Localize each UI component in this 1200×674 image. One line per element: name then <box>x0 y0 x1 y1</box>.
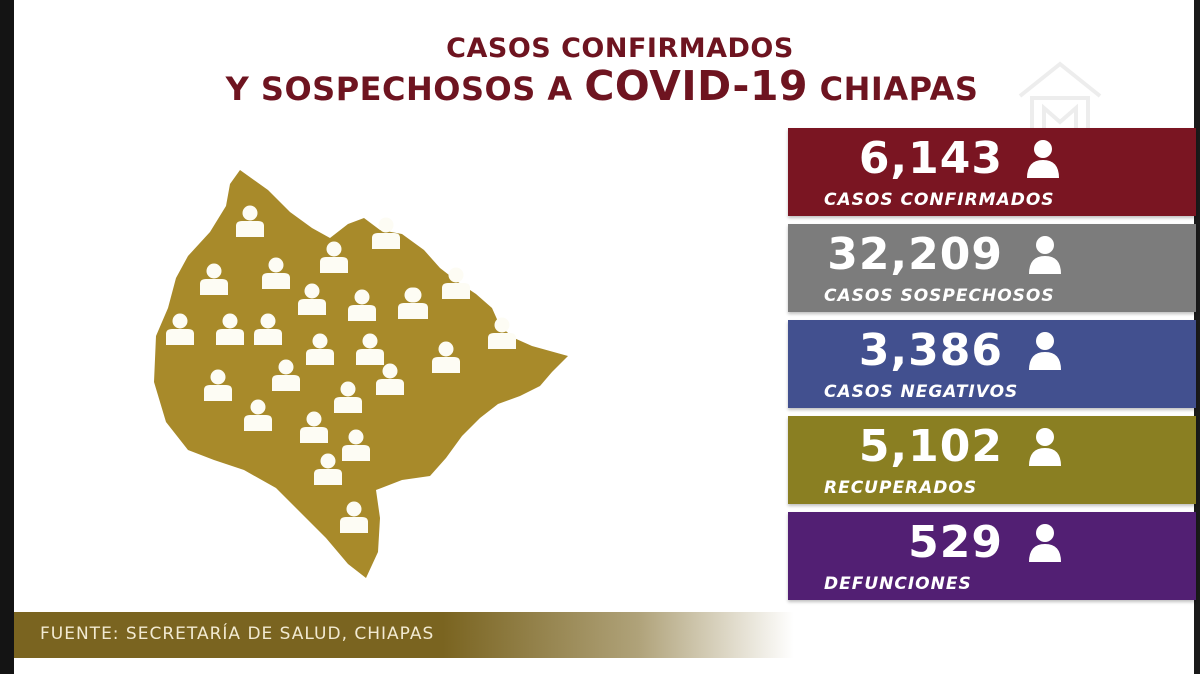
source-text: FUENTE: SECRETARÍA DE SALUD, CHIAPAS <box>40 624 435 644</box>
map-person-icon <box>236 205 264 237</box>
source-footer: FUENTE: SECRETARÍA DE SALUD, CHIAPAS <box>14 612 794 658</box>
stat-value: 6,143 <box>858 133 1003 184</box>
chiapas-map <box>154 170 568 578</box>
map-person-icon <box>372 217 400 249</box>
stat-label: RECUPERADOS <box>824 478 978 498</box>
map-person-icon <box>334 381 362 413</box>
person-icon <box>1024 138 1062 180</box>
map-people-group <box>166 205 516 533</box>
stat-value: 32,209 <box>827 229 1003 280</box>
chiapas-map-shape <box>154 170 568 578</box>
person-icon <box>1026 234 1064 276</box>
map-person-icon <box>306 333 334 365</box>
map-person-icon <box>298 283 326 315</box>
map-person-icon <box>340 501 368 533</box>
stat-value: 3,386 <box>858 325 1003 376</box>
map-person-icon <box>342 429 370 461</box>
map-person-icon <box>314 453 342 485</box>
map-person-icon <box>200 263 228 295</box>
map-person-icon <box>262 257 290 289</box>
map-person-icon <box>216 313 244 345</box>
stat-card-defunciones: 529 DEFUNCIONES <box>788 512 1196 600</box>
title-line-1: CASOS CONFIRMADOS <box>446 33 794 64</box>
map-person-icon <box>244 399 272 431</box>
map-person-icon <box>488 317 516 349</box>
stat-card-sospechosos: 32,209 CASOS SOSPECHOSOS <box>788 224 1196 312</box>
right-frame-border <box>1194 0 1200 674</box>
title-emphasis: COVID-19 <box>584 62 809 110</box>
title-suffix: CHIAPAS <box>808 70 979 108</box>
person-icon <box>1026 522 1064 564</box>
stat-card-confirmados: 6,143 CASOS CONFIRMADOS <box>788 128 1196 216</box>
map-person-icon <box>204 369 232 401</box>
title-prefix: Y SOSPECHOSOS A <box>225 70 585 108</box>
person-icon <box>1026 426 1064 468</box>
map-person-icon <box>376 363 404 395</box>
map-person-icon <box>442 267 470 299</box>
title-line-2: Y SOSPECHOSOS A COVID-19 CHIAPAS <box>0 62 1200 110</box>
map-person-icon <box>272 359 300 391</box>
stat-card-recuperados: 5,102 RECUPERADOS <box>788 416 1196 504</box>
map-person-icon <box>432 341 460 373</box>
map-person-icon <box>320 241 348 273</box>
map-person-icon <box>254 313 282 345</box>
map-person-icon <box>300 411 328 443</box>
map-person-icon <box>348 289 376 321</box>
stat-label: CASOS CONFIRMADOS <box>824 190 1055 210</box>
map-person-icon <box>166 313 194 345</box>
stat-card-negativos: 3,386 CASOS NEGATIVOS <box>788 320 1196 408</box>
map-person-icon <box>398 287 426 319</box>
stat-value: 529 <box>908 517 1003 568</box>
stat-label: DEFUNCIONES <box>824 574 972 594</box>
map-person-icon <box>356 333 384 365</box>
person-icon <box>1026 330 1064 372</box>
stat-label: CASOS SOSPECHOSOS <box>824 286 1055 306</box>
stat-label: CASOS NEGATIVOS <box>824 382 1019 402</box>
left-frame-border <box>0 0 14 674</box>
stat-value: 5,102 <box>858 421 1003 472</box>
